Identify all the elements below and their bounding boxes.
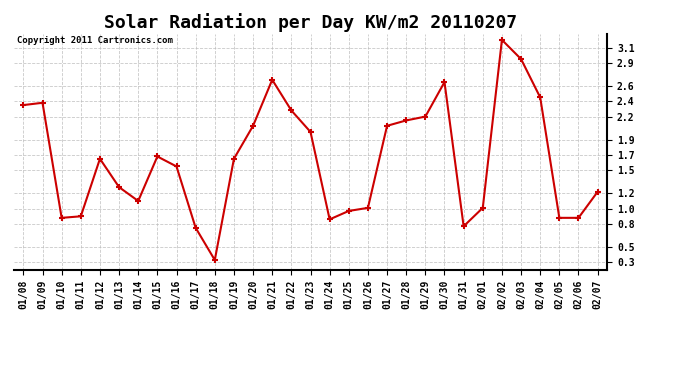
Title: Solar Radiation per Day KW/m2 20110207: Solar Radiation per Day KW/m2 20110207 <box>104 13 517 32</box>
Text: Copyright 2011 Cartronics.com: Copyright 2011 Cartronics.com <box>17 36 172 45</box>
